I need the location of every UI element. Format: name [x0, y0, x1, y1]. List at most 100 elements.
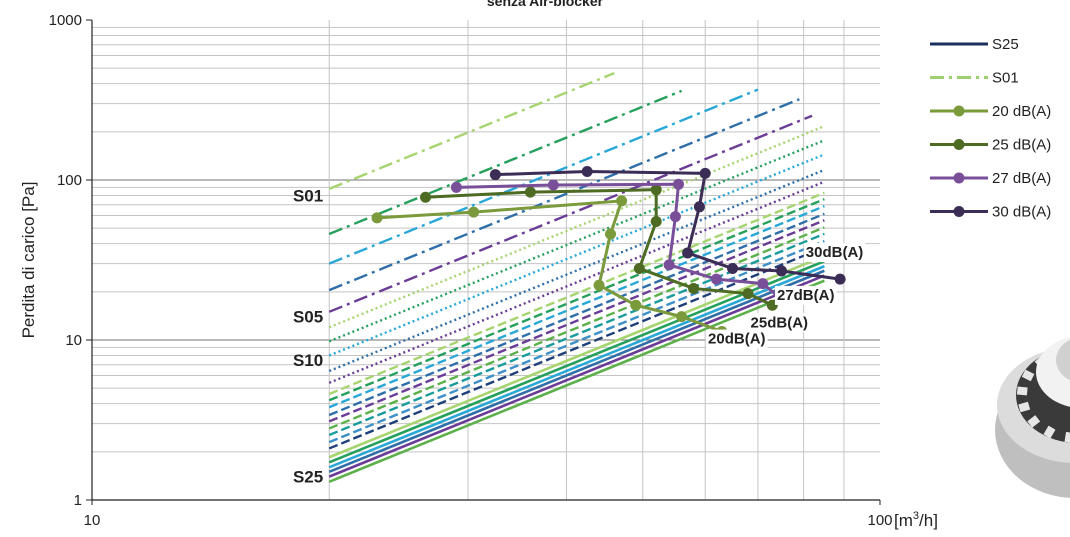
- grid-lines: [91, 20, 880, 501]
- setting-line-solid-2: [328, 260, 825, 464]
- series-point-3-1: [450, 181, 462, 193]
- setting-line-dotted-1: [328, 125, 825, 329]
- chart-labels: S01 S05 S10 S25 20dB(A)25dB(A) 27dB(A) 30dB(A): [293, 187, 866, 487]
- chart-title: senza Air-blocker: [487, 0, 604, 9]
- setting-line-dashed-4: [328, 212, 825, 417]
- series-line-3: [456, 182, 783, 301]
- setting-label: S10: [293, 351, 323, 370]
- setting-line-dotted-3: [328, 153, 825, 357]
- noise-annotation: 25dB(A): [751, 314, 809, 331]
- series-line-2: [425, 188, 773, 307]
- series-point-2-7: [742, 288, 754, 300]
- y-tick-label: 10: [65, 332, 82, 349]
- x-tick-label: 10: [84, 512, 101, 529]
- setting-line-dotted-2: [328, 139, 825, 343]
- noise-annotation: 27dB(A): [777, 287, 835, 304]
- series-point-3-2: [547, 179, 559, 191]
- series-point-4-7: [776, 265, 788, 277]
- series-line-1: [376, 199, 723, 333]
- series-point-2-6: [688, 282, 700, 294]
- annotation-bg: [748, 313, 811, 333]
- series-point-4-8: [834, 273, 846, 285]
- setting-label: S05: [293, 308, 323, 327]
- legend-marker: [953, 139, 965, 150]
- series-point-1-6: [630, 299, 642, 311]
- y-tick-label: 100: [57, 172, 82, 189]
- setting-line-solid-5: [328, 274, 825, 478]
- series-point-3-4: [669, 211, 681, 223]
- setting-line-dashdot-3: [328, 88, 759, 265]
- setting-line-dashdot-5: [328, 114, 813, 313]
- setting-label: S01: [293, 187, 323, 206]
- noise-annotation: 30dB(A): [806, 244, 864, 261]
- legend-marker: [953, 105, 965, 117]
- series-point-3-7: [757, 278, 769, 290]
- setting-line-dashed-5: [328, 219, 825, 423]
- y-axis-label: Perdita di carico [Pa]: [19, 182, 38, 339]
- legend: S25 S01 20 dB(A) 25 dB(A) 27 dB(A) 30 dB(A): [930, 36, 1051, 221]
- setting-line-dashdot-1: [328, 72, 615, 190]
- product-tooth: [1018, 401, 1031, 413]
- series-point-3-3: [673, 178, 685, 190]
- legend-label: 25 dB(A): [992, 137, 1051, 154]
- legend-label: 30 dB(A): [992, 204, 1051, 221]
- y-tick-label: 1000: [49, 12, 82, 29]
- series-point-4-5: [682, 247, 694, 259]
- series-point-1-3: [616, 195, 628, 207]
- annotation-bg: [774, 285, 837, 305]
- series-point-4-2: [581, 166, 593, 178]
- series-point-1-1: [371, 212, 383, 224]
- series-point-4-4: [693, 201, 705, 213]
- product-tooth: [1027, 415, 1041, 428]
- product-image: [995, 337, 1070, 498]
- noise-annotation: 20dB(A): [708, 331, 766, 348]
- product-tooth: [1021, 369, 1035, 382]
- y-tick-label: 1: [74, 492, 82, 509]
- series-line-4: [495, 170, 841, 281]
- setting-line-solid-6: [328, 279, 825, 483]
- setting-line-dashed-2: [328, 198, 825, 402]
- series-point-3-6: [710, 273, 722, 285]
- setting-line-dashdot-2: [328, 89, 683, 236]
- x-axis-unit-label: [m3/h]: [894, 510, 938, 530]
- setting-line-dashed-6: [328, 226, 825, 430]
- x-axis-unit: [m3/h]: [894, 510, 938, 530]
- series-point-1-7: [676, 311, 688, 323]
- noise-curves: [371, 166, 846, 338]
- series-point-4-1: [489, 169, 501, 181]
- setting-line-dashed-1: [328, 191, 825, 396]
- setting-lines: [328, 72, 825, 483]
- setting-line-dashed-8: [328, 239, 825, 444]
- series-point-4-6: [727, 262, 739, 274]
- legend-label: S01: [992, 70, 1019, 87]
- product-tooth: [1064, 431, 1070, 444]
- series-point-3-5: [663, 259, 675, 271]
- series-point-1-2: [468, 206, 480, 218]
- setting-line-dashed-7: [328, 232, 825, 437]
- setting-line-dotted-5: [328, 180, 825, 384]
- setting-line-dotted-4: [328, 168, 825, 373]
- series-point-2-3: [650, 184, 662, 196]
- series-point-2-2: [524, 186, 536, 198]
- series-point-2-4: [650, 216, 662, 228]
- legend-label: 27 dB(A): [992, 170, 1051, 187]
- legend-marker: [953, 172, 965, 184]
- annotation-bg: [803, 243, 866, 263]
- setting-line-dashed-3: [328, 205, 825, 409]
- setting-line-dashdot-4: [328, 98, 800, 292]
- setting-line-solid-1: [328, 254, 825, 459]
- annotation-bg: [706, 329, 768, 349]
- series-point-4-3: [699, 167, 711, 179]
- series-point-1-4: [605, 228, 617, 240]
- product-tooth: [1016, 386, 1028, 396]
- legend-label: 20 dB(A): [992, 103, 1051, 120]
- setting-label: S25: [293, 468, 323, 487]
- setting-line-solid-3: [328, 265, 825, 469]
- series-point-2-1: [420, 191, 432, 203]
- setting-line-solid-4: [328, 269, 825, 474]
- legend-marker: [953, 206, 965, 217]
- product-center: [1056, 339, 1070, 381]
- series-point-1-5: [593, 279, 605, 291]
